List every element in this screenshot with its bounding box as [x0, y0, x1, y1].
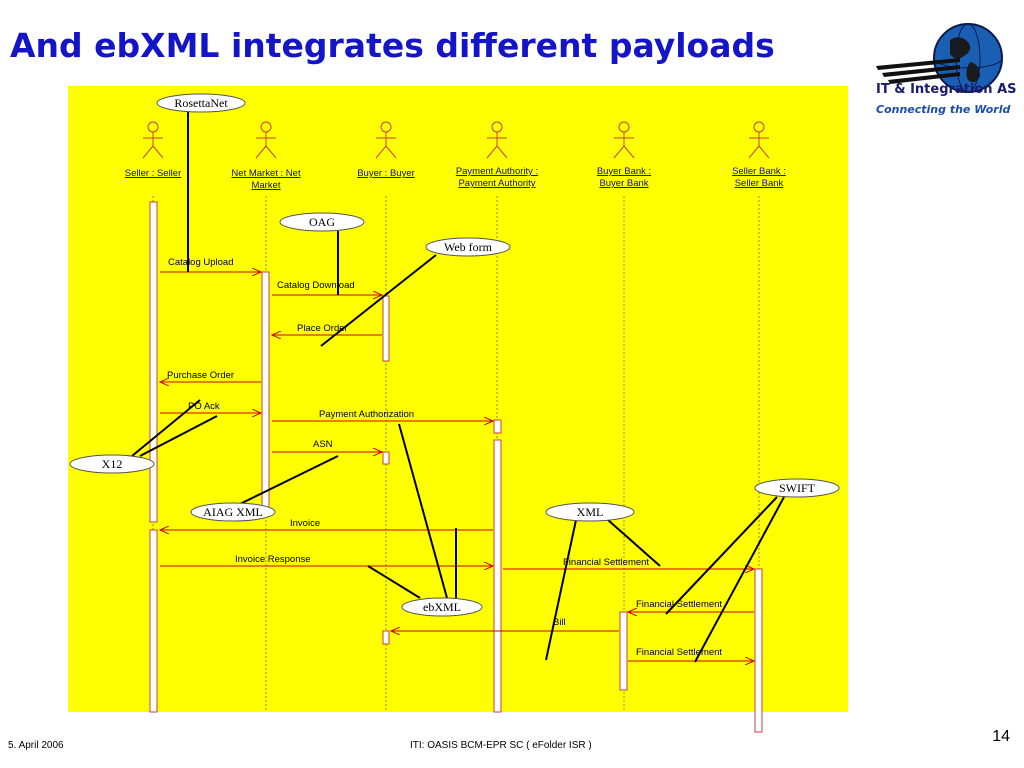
- activation-bar: [493, 439, 502, 713]
- callout-line: [545, 519, 577, 661]
- activation-bar: [382, 451, 390, 465]
- actor-seller-bank: Seller Bank : Seller Bank: [732, 121, 786, 189]
- message-label: Invoice: [290, 518, 320, 529]
- stick-figure-icon: [375, 121, 397, 159]
- stick-figure-icon: [255, 121, 277, 159]
- svg-text:ebXML: ebXML: [423, 600, 461, 614]
- callout-line: [694, 496, 785, 663]
- message-label: Financial Settlement: [636, 599, 722, 610]
- message-label: Purchase Order: [167, 370, 234, 381]
- callout-swift: SWIFT: [754, 478, 840, 498]
- message-label: Bill: [553, 617, 566, 628]
- message-label: Payment Authorization: [319, 409, 414, 420]
- callout-line: [131, 399, 201, 457]
- message-label: Financial Settlement: [636, 647, 722, 658]
- svg-text:AIAG XML: AIAG XML: [203, 505, 263, 519]
- activation-bar: [754, 568, 763, 733]
- actor-label: Payment Authority: [458, 178, 535, 189]
- message-label: Financial Settlement: [563, 557, 649, 568]
- callout-xml: XML: [545, 502, 635, 522]
- activation-bar: [382, 630, 390, 645]
- actor-label: Seller : Seller: [125, 168, 182, 179]
- message-label: PO Ack: [188, 401, 220, 412]
- svg-text:X12: X12: [102, 457, 123, 471]
- actor-label: Buyer : Buyer: [357, 168, 415, 179]
- footer-center: ITI: OASIS BCM-EPR SC ( eFolder ISR ): [410, 740, 592, 751]
- callout-x12: X12: [69, 454, 155, 474]
- stick-figure-icon: [142, 121, 164, 159]
- message-label: Invoice Response: [235, 554, 311, 565]
- svg-text:SWIFT: SWIFT: [779, 481, 816, 495]
- callout-line: [320, 254, 437, 347]
- actor-label: Market: [251, 180, 280, 191]
- company-tagline: Connecting the World: [876, 103, 1011, 116]
- actor-label: Net Market : Net: [231, 168, 301, 179]
- actor-buyer: Buyer : Buyer: [357, 121, 415, 179]
- callout-oag: OAG: [279, 212, 365, 232]
- callout-rosettanet: RosettaNet: [156, 93, 246, 113]
- stick-figure-icon: [748, 121, 770, 159]
- activation-bar: [149, 201, 158, 523]
- svg-text:Web form: Web form: [444, 240, 493, 254]
- footer-date: 5. April 2006: [8, 740, 64, 751]
- message-label: ASN: [313, 439, 333, 450]
- slide-title: And ebXML integrates different payloads: [10, 26, 775, 65]
- activation-bar: [149, 529, 158, 713]
- callout-line: [607, 519, 661, 567]
- callout-line: [367, 565, 421, 599]
- message-label: Catalog Download: [277, 280, 355, 291]
- activation-bar: [493, 419, 502, 434]
- activation-bar: [619, 611, 628, 691]
- actor-label: Seller Bank: [735, 178, 784, 189]
- callout-line: [398, 423, 448, 599]
- globe-icon: [876, 23, 1003, 93]
- callout-aiag-xml: AIAG XML: [190, 502, 276, 522]
- callout-line: [239, 455, 339, 505]
- actor-net-market: Net Market : Net Market: [231, 121, 301, 191]
- message-label: Catalog Upload: [168, 257, 234, 268]
- actor-label: Buyer Bank :: [597, 166, 651, 177]
- callout-line: [665, 496, 778, 615]
- actor-payment-authority: Payment Authority : Payment Authority: [456, 121, 538, 189]
- activation-bar: [382, 295, 390, 362]
- actor-seller: Seller : Seller: [125, 121, 182, 179]
- svg-text:RosettaNet: RosettaNet: [174, 96, 228, 110]
- company-name: IT & Integration AS: [876, 82, 1017, 97]
- stick-figure-icon: [486, 121, 508, 159]
- actor-buyer-bank: Buyer Bank : Buyer Bank: [597, 121, 651, 189]
- svg-text:OAG: OAG: [309, 215, 335, 229]
- activation-bar: [261, 271, 270, 511]
- actor-label: Payment Authority :: [456, 166, 538, 177]
- message-label: Place Order: [297, 323, 348, 334]
- callout-ebxml: ebXML: [401, 597, 483, 617]
- page-number: 14: [992, 728, 1010, 745]
- actor-label: Seller Bank :: [732, 166, 786, 177]
- actor-label: Buyer Bank: [599, 178, 648, 189]
- callout-web-form: Web form: [425, 237, 511, 257]
- svg-text:XML: XML: [577, 505, 604, 519]
- callout-line: [139, 415, 218, 457]
- stick-figure-icon: [613, 121, 635, 159]
